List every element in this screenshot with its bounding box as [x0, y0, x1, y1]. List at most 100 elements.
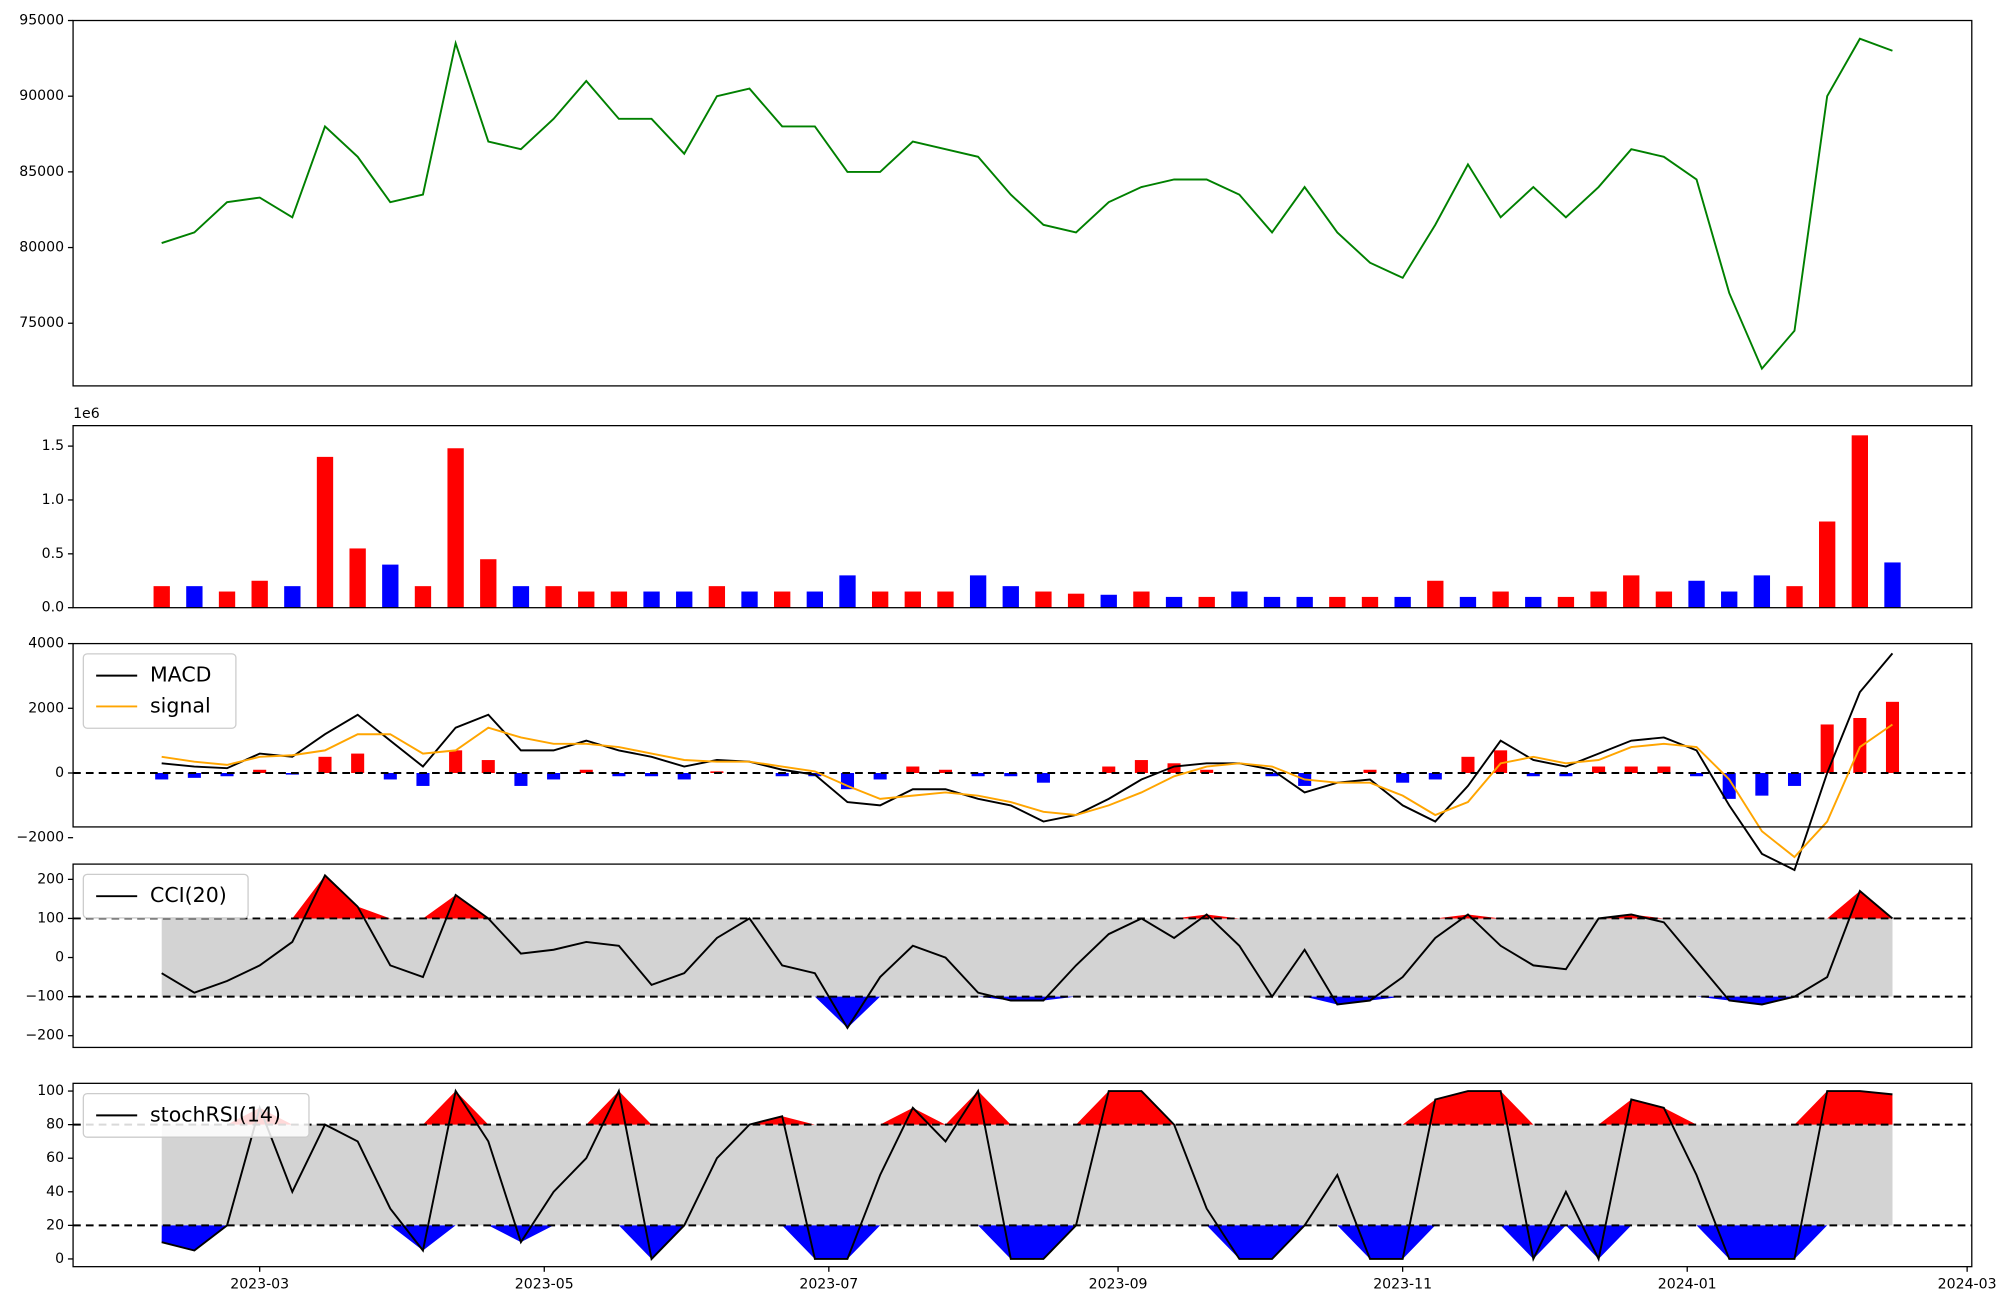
- indicator-line: [161, 873, 1894, 1030]
- y-tick-label: 200: [37, 871, 64, 887]
- legend-box: [82, 873, 249, 919]
- overbought-fill: [161, 1091, 1893, 1125]
- volume-bar: [1753, 575, 1771, 608]
- y-tick-label: 80: [46, 1117, 64, 1133]
- volume-bar: [1590, 591, 1607, 608]
- histogram-bar: [1787, 772, 1802, 786]
- volume-bar: [969, 575, 987, 608]
- x-tick-label: 2024-01: [1658, 1277, 1717, 1293]
- y-tick-label: −200: [25, 1028, 64, 1044]
- volume-bar: [153, 586, 170, 608]
- x-tick-label: 2023-11: [1373, 1277, 1432, 1293]
- x-tick-label: 2023-03: [230, 1277, 289, 1293]
- volume-bar: [774, 591, 791, 608]
- volume-bar: [904, 591, 921, 608]
- y-tick-label: 100: [37, 1083, 64, 1099]
- volume-bar: [414, 586, 432, 608]
- histogram-bar: [645, 772, 659, 777]
- y-tick-label: −100: [25, 989, 64, 1005]
- histogram-bar: [155, 772, 169, 780]
- y-tick-label: 0.0: [42, 600, 64, 616]
- histogram-bar: [775, 772, 789, 777]
- volume-bar: [643, 591, 660, 608]
- histogram-bar: [1265, 772, 1279, 777]
- legend-box: [82, 1092, 310, 1138]
- histogram-bar: [318, 756, 332, 773]
- y-tick-label: 4000: [28, 636, 64, 652]
- volume-bar: [186, 586, 203, 608]
- histogram-bar: [1853, 717, 1867, 773]
- volume-bar: [251, 580, 268, 608]
- y-tick-label: 20: [46, 1217, 64, 1233]
- offset-text: 1e6: [73, 406, 100, 422]
- volume-bar: [1035, 591, 1052, 608]
- histogram-bar: [1526, 772, 1540, 777]
- histogram-bar: [906, 766, 920, 773]
- legend-label: CCI(20): [150, 883, 227, 907]
- volume-bar: [610, 591, 628, 608]
- volume-bar: [1427, 580, 1444, 608]
- histogram-bar: [579, 769, 593, 773]
- volume-bar: [1459, 596, 1477, 608]
- axes-frame: [72, 19, 1973, 387]
- histogram-bar: [1396, 772, 1410, 783]
- volume-bar: [382, 564, 399, 608]
- histogram-bar: [971, 772, 985, 777]
- x-tick-label: 2023-05: [515, 1277, 574, 1293]
- neutral-band: [161, 918, 1893, 997]
- histogram-bar: [1885, 701, 1900, 773]
- price-line: [161, 37, 1893, 371]
- y-tick-label: 2000: [28, 700, 64, 716]
- histogram-bar: [383, 772, 397, 780]
- y-tick-label: 40: [46, 1184, 64, 1200]
- x-tick-label: 2024-03: [1938, 1277, 1997, 1293]
- y-tick-label: 0: [55, 765, 64, 781]
- y-tick-label: 90000: [19, 88, 64, 104]
- axes-frame: [72, 1082, 1973, 1268]
- volume-bar: [1688, 580, 1705, 608]
- volume-bar: [1263, 596, 1281, 608]
- volume-bar: [447, 448, 464, 608]
- volume-bar: [806, 591, 824, 608]
- volume-bar: [839, 575, 856, 608]
- y-tick-label: 95000: [19, 13, 64, 29]
- volume-bar: [1165, 596, 1183, 608]
- histogram-bar: [220, 772, 234, 777]
- histogram-bar: [1461, 756, 1475, 773]
- overbought-fill: [161, 875, 1893, 919]
- oversold-fill: [161, 1225, 1893, 1259]
- volume-bar: [1198, 596, 1215, 608]
- legend-box: [82, 653, 237, 729]
- histogram-bar: [1036, 772, 1050, 783]
- indicator-line: [161, 652, 1894, 872]
- y-tick-label: 75000: [19, 315, 64, 331]
- histogram-bar: [481, 760, 495, 773]
- legend-label: MACD: [150, 663, 211, 687]
- histogram-bar: [677, 772, 691, 780]
- legend-label: signal: [150, 693, 211, 717]
- y-tick-label: 0: [55, 1251, 64, 1267]
- histogram-bar: [1722, 772, 1736, 799]
- volume-bar: [1133, 591, 1150, 608]
- y-tick-label: 80000: [19, 240, 64, 256]
- volume-bar: [1329, 596, 1346, 608]
- histogram-bar: [873, 772, 887, 780]
- volume-bar: [316, 456, 334, 608]
- histogram-bar: [938, 769, 952, 773]
- histogram-bar: [1624, 766, 1638, 773]
- volume-bar: [480, 559, 497, 608]
- y-tick-label: 0.5: [42, 546, 64, 562]
- histogram-bar: [1820, 724, 1834, 773]
- volume-bar: [1361, 596, 1379, 608]
- volume-bar: [1655, 591, 1673, 608]
- histogram-bar: [253, 769, 267, 773]
- histogram-bar: [1559, 772, 1573, 777]
- histogram-bar: [1167, 763, 1181, 773]
- volume-bar: [1100, 594, 1117, 608]
- y-tick-label: 1.5: [42, 438, 64, 454]
- volume-bar: [871, 591, 889, 608]
- volume-bar: [1721, 591, 1738, 608]
- volume-bar: [1851, 435, 1868, 608]
